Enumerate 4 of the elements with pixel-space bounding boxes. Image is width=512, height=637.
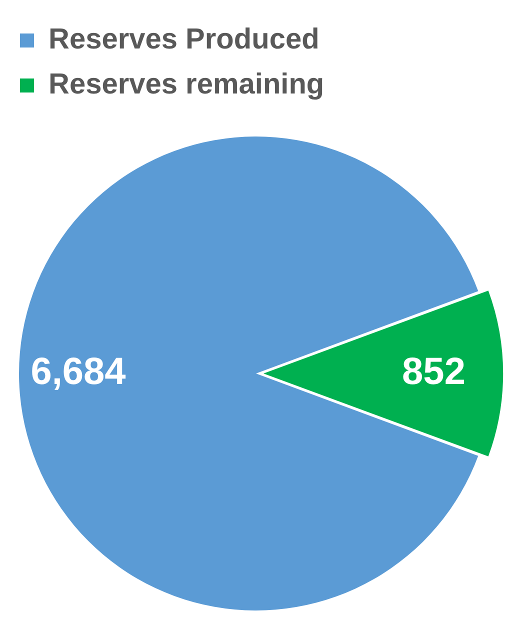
legend-label: Reserves remaining <box>48 68 324 100</box>
legend-label: Reserves Produced <box>48 24 320 56</box>
data-label: 852 <box>402 350 466 393</box>
data-label: 6,684 <box>30 350 126 393</box>
